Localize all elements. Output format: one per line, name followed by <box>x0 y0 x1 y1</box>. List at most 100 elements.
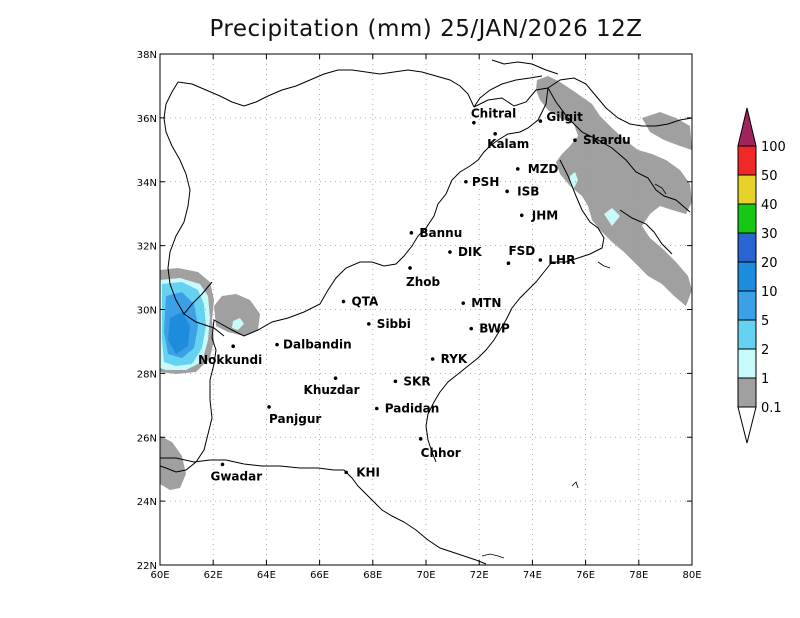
city-marker <box>341 299 346 304</box>
city-label: Skardu <box>583 133 631 147</box>
city-label: LHR <box>548 253 575 267</box>
precip-area-west-blue <box>168 312 190 354</box>
precip-area-ne-grey <box>642 112 692 150</box>
precip-area-north-grey <box>536 76 692 306</box>
legend-level-label: 30 <box>761 227 778 242</box>
legend-level-label: 1 <box>761 372 769 387</box>
city-label: QTA <box>352 295 379 309</box>
x-tick-label: 62E <box>204 570 223 581</box>
city-marker <box>515 167 520 171</box>
legend-swatch <box>737 348 757 379</box>
y-tick-label: 38N <box>137 50 157 61</box>
city-label: SKR <box>403 374 430 388</box>
legend-colorbar: 100 50 40 30 20 10 5 2 1 0.1 <box>737 107 786 444</box>
city-marker <box>506 261 511 265</box>
y-tick-label: 26N <box>137 433 157 444</box>
wakhan-border <box>473 75 543 108</box>
city-label: Kalam <box>487 137 529 151</box>
x-tick-label: 70E <box>416 570 435 581</box>
city-marker <box>267 405 271 409</box>
precip-spot-skardu-cyan <box>570 172 578 188</box>
city-label: KHI <box>356 465 380 479</box>
river-east <box>597 261 611 269</box>
x-tick-label: 80E <box>682 570 701 581</box>
x-tick-label: 66E <box>310 570 329 581</box>
city-label: DIK <box>458 245 482 259</box>
city-marker <box>461 301 466 305</box>
city-marker <box>573 138 577 143</box>
legend-swatch <box>737 261 757 292</box>
afghan-iran-border <box>163 81 225 337</box>
y-tick-label: 30N <box>137 306 157 317</box>
legend-swatch <box>737 174 757 205</box>
y-tick-label: 22N <box>137 561 157 572</box>
legend-bottom-arrow <box>737 406 757 444</box>
city-label: ISB <box>517 184 539 198</box>
precip-area-west-grey-2 <box>214 294 260 336</box>
legend-level-label: 5 <box>761 314 769 329</box>
precip-spot-kashmir-cyan <box>604 208 620 226</box>
x-tick-label: 64E <box>257 570 276 581</box>
city-marker <box>493 132 497 136</box>
city-marker <box>220 462 225 467</box>
y-tick-label: 24N <box>137 497 157 508</box>
city-label: Chhor <box>421 446 461 460</box>
border-layer <box>160 59 692 565</box>
city-marker <box>275 342 279 347</box>
city-marker <box>231 344 235 349</box>
legend-level-label: 100 <box>761 140 786 155</box>
city-label: PSH <box>472 175 499 189</box>
y-tick-label: 32N <box>137 242 157 253</box>
pakistan-east-border <box>425 87 691 463</box>
city-label: Dalbandin <box>283 338 352 352</box>
legend-top-arrow <box>737 107 757 147</box>
legend-level-label: 2 <box>761 343 769 358</box>
afghan-north-border <box>177 69 475 108</box>
x-tick-label: 72E <box>470 570 489 581</box>
river-gilgit <box>654 183 667 195</box>
city-label: Bannu <box>419 226 462 240</box>
map-axes: 60E 62E 64E 66E 68E 70E 72E 74E 76E 78E 80E 22N 24N 2… <box>137 50 702 581</box>
city-label: Padidan <box>385 402 440 416</box>
legend-level-label: 10 <box>761 285 778 300</box>
city-marker <box>430 357 435 361</box>
legend-swatch <box>737 377 757 408</box>
city-marker <box>367 322 371 326</box>
city-marker <box>448 250 452 254</box>
kutch-islands <box>481 481 579 559</box>
city-label: BWP <box>479 322 510 336</box>
city-label: Panjgur <box>269 412 321 426</box>
city-label: Chitral <box>471 107 516 121</box>
city-marker <box>505 189 509 194</box>
coastline <box>160 457 487 565</box>
city-label: Sibbi <box>377 317 411 331</box>
y-tick-label: 28N <box>137 369 157 380</box>
city-marker <box>408 266 412 270</box>
city-marker <box>538 119 543 123</box>
legend-level-label: 50 <box>761 169 778 184</box>
map-title: Precipitation (mm) 25/JAN/2026 12Z <box>209 16 643 42</box>
city-label: Nokkundi <box>198 353 262 367</box>
city-label: MZD <box>528 162 559 176</box>
city-marker <box>538 258 543 262</box>
city-marker <box>374 406 379 411</box>
city-label: Gilgit <box>546 110 583 124</box>
china-north-border <box>491 59 559 75</box>
city-layer: Chitral Gilgit Kalam Skardu MZD PSH ISB JHM Bann… <box>198 107 631 484</box>
city-label: MTN <box>471 296 501 310</box>
pakistan-border <box>160 87 549 473</box>
map-grid <box>160 54 692 565</box>
legend-swatch <box>737 319 757 350</box>
city-label: JHM <box>531 208 558 222</box>
x-tick-label: 74E <box>523 570 542 581</box>
legend-level-label: 0.1 <box>761 401 782 416</box>
legend-swatch <box>737 203 757 234</box>
city-label: Khuzdar <box>304 383 360 397</box>
legend-level-label: 40 <box>761 198 778 213</box>
city-marker <box>393 379 398 384</box>
x-tick-label: 78E <box>629 570 648 581</box>
y-tick-label: 34N <box>137 178 157 189</box>
city-marker <box>409 231 414 235</box>
city-marker <box>418 437 423 441</box>
